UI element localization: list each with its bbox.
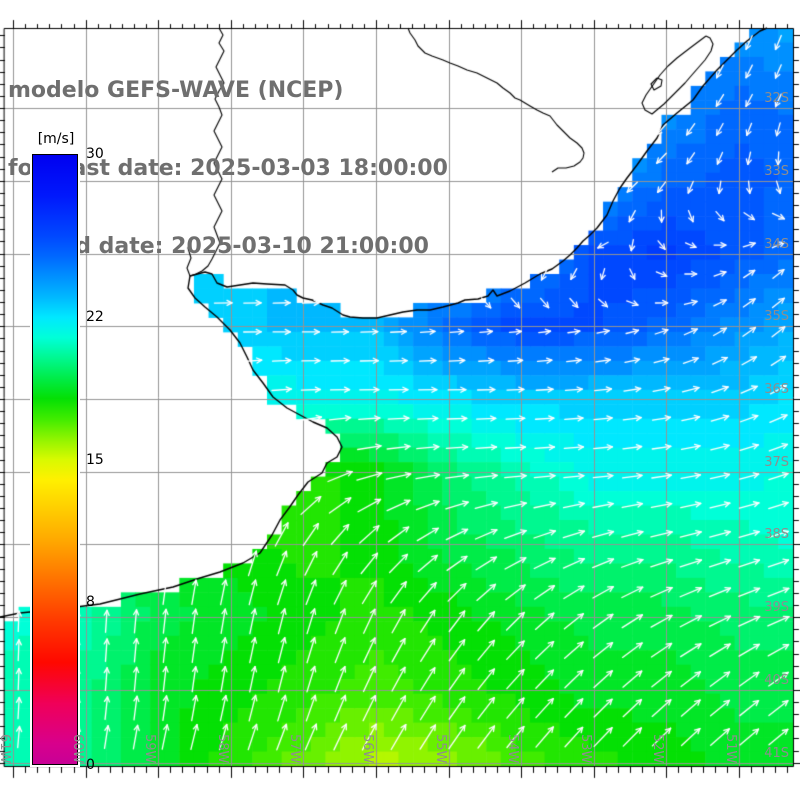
lon-label: 52W: [650, 734, 666, 764]
colorbar-frame: [30, 152, 80, 767]
lat-label: 35S: [764, 309, 789, 325]
lat-label: 37S: [764, 454, 789, 470]
lat-label: 36S: [764, 382, 789, 397]
lat-label: 38S: [764, 527, 789, 543]
lat-label: 34S: [764, 236, 789, 252]
lat-label: 40S: [764, 672, 789, 688]
lon-label: 61W: [0, 734, 12, 764]
colorbar-gradient: [32, 154, 78, 765]
colorbar-tick-label: 30: [86, 146, 104, 162]
lon-label: 51W: [722, 734, 738, 764]
colorbar-tick-label: 8: [86, 594, 95, 611]
colorbar-unit-label: [m/s]: [28, 130, 84, 148]
lon-label: 56W: [359, 734, 375, 764]
colorbar-tick-label: 22: [86, 308, 104, 325]
lon-label: 53W: [577, 734, 593, 764]
colorbar-tick-label: 0: [86, 757, 95, 773]
lat-label: 39S: [764, 600, 789, 616]
lon-label: 54W: [505, 734, 521, 764]
lon-label: 57W: [287, 734, 303, 764]
lat-label: 32S: [764, 91, 789, 107]
lat-label: 41S: [764, 745, 789, 761]
colorbar-tick-label: 15: [86, 451, 104, 468]
lon-label: 59W: [142, 734, 158, 764]
lon-label: 58W: [214, 734, 230, 764]
model-title: modelo GEFS-WAVE (NCEP): [8, 78, 344, 103]
lat-label: 33S: [764, 163, 789, 179]
lon-label: 60W: [69, 734, 85, 764]
lon-label: 55W: [432, 734, 448, 764]
